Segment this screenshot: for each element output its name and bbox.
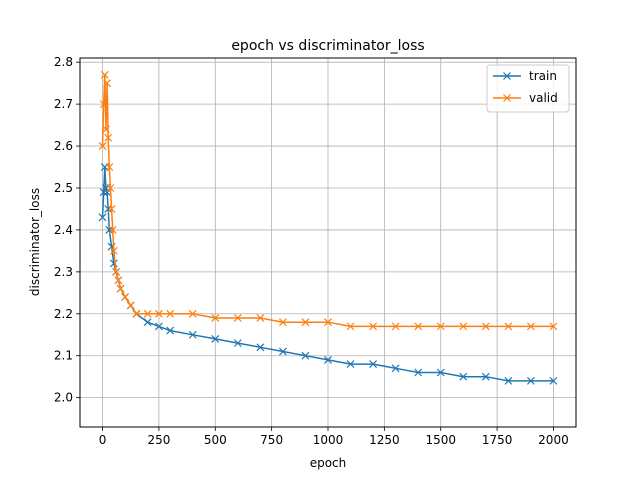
y-tick-label: 2.0: [54, 391, 73, 405]
data-point: [154, 309, 163, 318]
data-point: [346, 322, 355, 331]
y-tick-label: 2.5: [54, 181, 73, 195]
data-point: [211, 335, 220, 343]
data-point: [211, 314, 220, 322]
x-tick-label: 500: [204, 433, 227, 447]
data-point: [549, 322, 558, 331]
x-tick-label: 750: [260, 433, 283, 447]
data-point: [256, 314, 265, 322]
data-point: [98, 213, 107, 222]
data-point: [188, 330, 197, 339]
data-point: [98, 142, 107, 150]
data-point: [369, 360, 378, 369]
data-point: [278, 318, 287, 327]
legend-marker-valid: [503, 94, 511, 102]
data-point: [116, 284, 125, 293]
legend-label-train: train: [529, 69, 557, 83]
x-tick-label: 1250: [369, 433, 400, 447]
data-point: [459, 322, 468, 331]
data-point: [114, 276, 123, 285]
data-point: [504, 376, 513, 385]
data-point: [481, 372, 490, 381]
data-point: [107, 205, 116, 213]
data-point: [105, 225, 114, 234]
data-point: [369, 322, 378, 331]
data-point: [126, 301, 135, 310]
data-point: [99, 188, 108, 197]
data-point: [324, 355, 332, 364]
data-point: [436, 368, 445, 377]
data-point: [414, 368, 423, 377]
y-tick-label: 2.3: [54, 265, 73, 279]
data-point: [526, 376, 535, 385]
x-tick-label: 1000: [313, 433, 344, 447]
data-point: [121, 293, 130, 301]
legend-marker-train: [503, 72, 511, 80]
data-point: [301, 318, 310, 327]
x-tick-label: 250: [147, 433, 170, 447]
data-point: [459, 372, 468, 381]
data-point: [102, 125, 110, 134]
data-point: [100, 70, 109, 79]
data-point: [132, 309, 141, 318]
series-valid: [98, 70, 558, 331]
data-point: [99, 100, 108, 109]
data-point: [391, 322, 400, 331]
data-point: [109, 246, 118, 255]
data-point: [256, 343, 265, 352]
data-point: [278, 347, 287, 356]
data-point: [481, 322, 490, 331]
series-layer: [98, 70, 558, 385]
data-point: [143, 318, 152, 327]
x-axis-label: epoch: [310, 456, 347, 470]
y-tick-label: 2.1: [54, 349, 73, 363]
data-point: [346, 360, 355, 369]
y-tick-label: 2.6: [54, 139, 73, 153]
y-tick-label: 2.8: [54, 55, 73, 69]
legend: train valid: [486, 64, 570, 113]
data-point: [104, 133, 113, 142]
data-point: [526, 322, 535, 331]
data-point: [104, 205, 113, 213]
ticks: 0 250 500 750 1000 1250 1500 1750 2000 2.0 2.1 2.2 2…: [54, 55, 569, 447]
data-point: [166, 309, 175, 318]
x-tick-label: 1750: [482, 433, 513, 447]
data-point: [391, 364, 400, 373]
data-point: [166, 326, 175, 335]
data-point: [233, 314, 242, 322]
data-point: [324, 318, 332, 327]
data-point: [549, 376, 558, 385]
data-point: [108, 225, 117, 234]
x-tick-label: 1500: [425, 433, 456, 447]
data-point: [188, 309, 197, 318]
x-tick-label: 2000: [538, 433, 569, 447]
x-tick-label: 0: [99, 433, 107, 447]
data-point: [103, 79, 111, 88]
data-point: [436, 322, 445, 331]
data-point: [233, 339, 242, 348]
y-tick-label: 2.7: [54, 97, 73, 111]
data-point: [154, 322, 163, 331]
data-point: [301, 351, 310, 360]
grid: [80, 58, 576, 427]
chart-title: epoch vs discriminator_loss: [231, 38, 424, 54]
data-point: [112, 267, 120, 276]
data-point: [414, 322, 423, 331]
y-tick-label: 2.4: [54, 223, 73, 237]
data-point: [106, 184, 115, 192]
legend-label-valid: valid: [529, 91, 558, 105]
y-tick-label: 2.2: [54, 307, 73, 321]
y-axis-label: discriminator_loss: [28, 188, 42, 296]
data-point: [504, 322, 513, 331]
data-point: [143, 309, 152, 318]
data-point: [105, 163, 114, 171]
